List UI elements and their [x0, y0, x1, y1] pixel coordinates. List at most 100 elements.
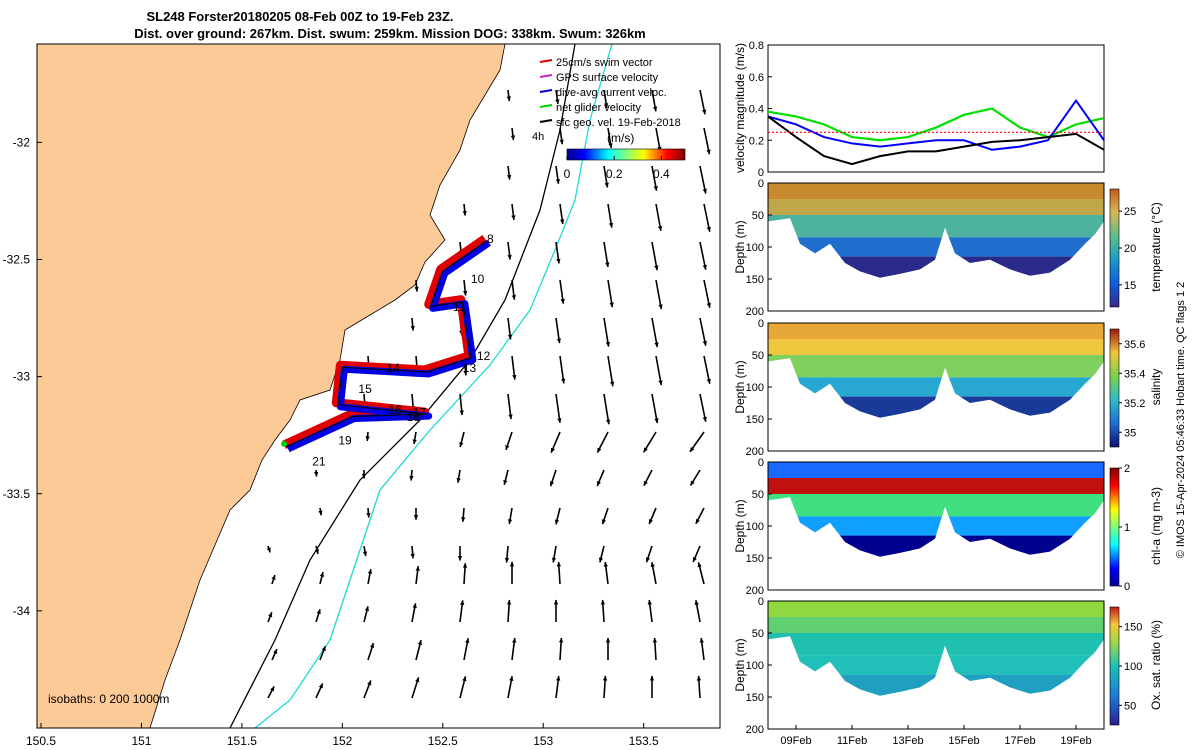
velocity-arrowhead	[415, 566, 420, 571]
velocity-arrowhead	[417, 640, 423, 645]
velocity-arrowhead	[314, 549, 320, 554]
day-label: 17	[413, 405, 427, 419]
velocity-arrowhead	[512, 374, 517, 380]
section-colorbar-tick-label: 25	[1124, 206, 1136, 218]
velocity-arrowhead	[605, 262, 610, 268]
velocity-arrowhead	[692, 557, 697, 563]
velocity-arrowhead	[694, 600, 699, 605]
section-y-tick-label: 0	[758, 457, 764, 469]
velocity-arrow	[655, 203, 662, 231]
section-y-tick-label: 200	[746, 446, 764, 458]
velocity-arrowhead	[463, 370, 468, 376]
velocity-arrowhead	[462, 676, 467, 682]
velocity-arrow	[651, 241, 658, 271]
velocity-arrowhead	[596, 481, 601, 487]
section-y-tick-label: 150	[746, 414, 764, 426]
day-label: 13	[463, 361, 477, 375]
velocity-arrowhead	[604, 103, 609, 108]
velocity-arrowhead	[369, 643, 375, 649]
velocity-arrowhead	[506, 599, 512, 605]
velocity-arrowhead	[556, 258, 561, 264]
section-colorbar-tick-label: 35	[1124, 427, 1136, 439]
day-label: 18	[407, 410, 421, 424]
section-colorbar	[1109, 467, 1120, 587]
velocity-arrowhead	[645, 557, 651, 563]
velocity-arrowhead	[702, 188, 707, 194]
section-band	[768, 199, 1104, 215]
velocity-arrow	[607, 355, 614, 387]
velocity-arrowhead	[702, 340, 707, 346]
velocity-arrowhead	[604, 182, 609, 188]
day-label: 15	[358, 382, 372, 396]
velocity-arrowhead	[706, 378, 711, 384]
velocity-arrow	[703, 355, 711, 384]
velocity-arrowhead	[414, 286, 419, 292]
velocity-arrowhead	[609, 381, 615, 387]
section-colorbar-tick-label: 2	[1124, 463, 1130, 475]
day-label: 14	[387, 361, 401, 375]
velocity-arrowhead	[505, 444, 510, 450]
legend-swatch	[539, 74, 553, 78]
velocity-arrowhead	[270, 686, 275, 692]
velocity-arrowhead	[412, 439, 417, 445]
section-y-tick-label: 0	[758, 318, 764, 330]
legend-entry: GPS surface velocity	[556, 72, 659, 84]
velocity-arrowhead	[699, 638, 704, 643]
velocity-arrowhead	[706, 226, 711, 232]
section-y-tick-label: 100	[746, 660, 764, 672]
velocity-arrowhead	[654, 418, 659, 424]
velocity-arrowhead	[647, 600, 652, 605]
velocity-arrowhead	[316, 609, 321, 615]
section-ylabel: Depth (m)	[733, 638, 747, 691]
map-y-tick-label: -33	[13, 370, 31, 384]
velocity-series	[767, 98, 1105, 166]
velocity-arrowhead	[271, 575, 276, 580]
section-band	[768, 462, 1104, 478]
map-title-line1: SL248 Forster20180205 08-Feb 00Z to 19-F…	[146, 9, 453, 24]
velocity-arrowhead	[506, 174, 512, 180]
velocity-arrow	[607, 279, 614, 308]
glider-path	[285, 240, 488, 448]
section-x-tick-label: 15Feb	[948, 735, 979, 747]
glider-position-marker	[281, 440, 288, 447]
velocity-arrow	[699, 317, 707, 346]
velocity-arrowhead	[509, 676, 514, 681]
section-colorbar-tick-label: 100	[1124, 661, 1142, 673]
section-colorbar-label: chl-a (mg m-3)	[1149, 487, 1163, 565]
map-x-tick-label: 152.5	[428, 734, 458, 748]
velocity-arrowhead	[554, 519, 560, 525]
velocity-arrowhead	[560, 219, 565, 224]
velocity-arrowhead	[504, 557, 510, 563]
velocity-arrowhead	[658, 380, 663, 386]
map-x-tick-label: 153	[533, 734, 553, 748]
velocity-arrow	[603, 317, 610, 347]
map-colorbar-tick-label: 0.4	[653, 167, 670, 181]
velocity-arrow	[651, 393, 659, 424]
section-y-tick-label: 50	[752, 489, 764, 501]
velocity-arrowhead	[507, 519, 513, 524]
velocity-arrowhead	[555, 178, 561, 184]
section-y-tick-label: 50	[752, 628, 764, 640]
section-band	[768, 237, 1104, 257]
day-label: 16	[389, 403, 403, 417]
section-colorbar-label: salinity	[1149, 369, 1163, 406]
map-y-ticks: -32 -32.5 -33 -33.5 -34	[3, 135, 42, 618]
section-x-tick-label: 19Feb	[1060, 735, 1091, 747]
velocity-arrowhead	[608, 143, 613, 149]
velocity-arrowhead	[605, 419, 611, 425]
section-colorbar-tick-label: 20	[1124, 243, 1136, 255]
section-y-tick-label: 200	[746, 724, 764, 736]
velocity-arrowhead	[365, 436, 370, 441]
colorbar-unit-label: (m/s)	[607, 131, 634, 145]
seafloor-mask	[768, 497, 1104, 590]
velocity-arrowhead	[511, 215, 516, 220]
section-band	[768, 516, 1104, 536]
geostrophic-velocity-arrows	[266, 89, 711, 699]
velocity-arrowhead	[649, 675, 655, 681]
isobath-200m	[229, 44, 576, 728]
velocity-arrow	[555, 393, 561, 423]
velocity-arrowhead	[412, 603, 417, 609]
velocity-arrowhead	[462, 290, 468, 296]
legend-entry: dive-avg current veloc.	[556, 87, 667, 99]
